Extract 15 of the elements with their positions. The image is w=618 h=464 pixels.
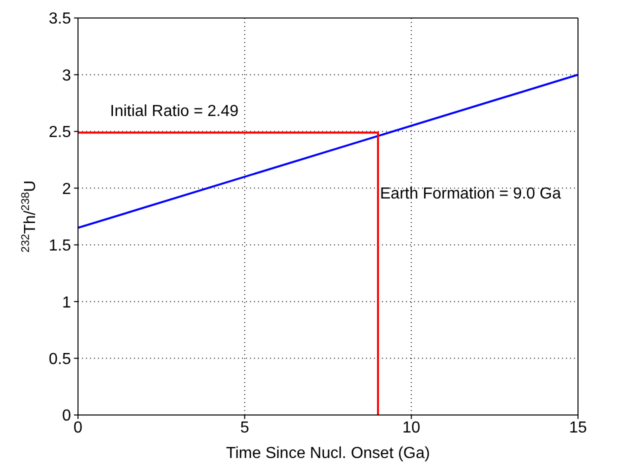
y-tick-label: 0.5 <box>48 350 72 368</box>
x-tick-label: 0 <box>74 419 83 436</box>
x-axis-title: Time Since Nucl. Onset (Ga) <box>226 445 430 462</box>
y-tick-label: 1.5 <box>48 238 72 255</box>
y-tick-label: 1 <box>62 294 72 312</box>
y-tick-label: 3 <box>62 67 72 84</box>
y-tick-label: 3.5 <box>48 10 72 28</box>
x-tick-label: 5 <box>240 419 250 436</box>
x-tick-label: 10 <box>402 419 420 436</box>
x-tick-label: 15 <box>569 419 587 436</box>
y-tick-label: 0 <box>62 408 72 425</box>
annotation: Earth Formation = 9.0 Ga <box>380 185 562 202</box>
y-tick-label: 2 <box>62 180 72 198</box>
annotation: Initial Ratio = 2.49 <box>110 103 239 120</box>
y-tick-label: 2.5 <box>48 124 72 142</box>
